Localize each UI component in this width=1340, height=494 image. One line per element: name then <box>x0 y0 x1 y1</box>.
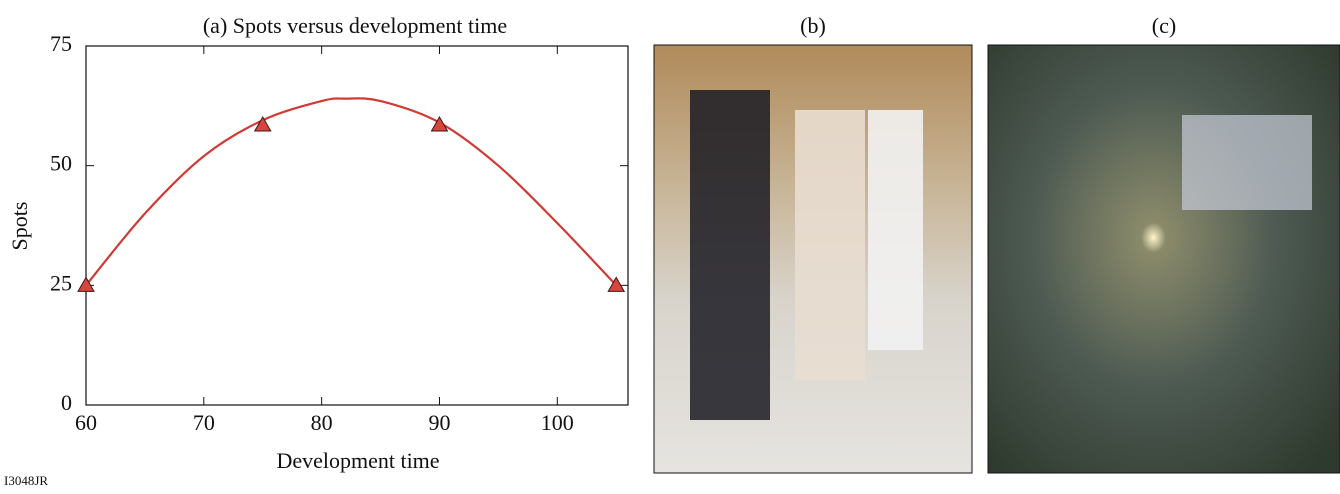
x-tick-label: 60 <box>75 410 97 435</box>
x-tick-label: 90 <box>428 410 450 435</box>
figure-id: I3048JR <box>4 473 48 488</box>
x-tick-label: 80 <box>311 410 333 435</box>
fit-line <box>86 98 616 285</box>
panel-label: (b) <box>800 13 826 38</box>
photo-screen <box>1182 115 1312 210</box>
x-tick-label: 70 <box>193 410 215 435</box>
y-tick-label: 25 <box>50 270 72 295</box>
y-tick-label: 75 <box>50 31 72 56</box>
figure: (a) Spots versus development time Develo… <box>0 0 1340 489</box>
photo-figure <box>690 90 770 420</box>
chart-title: (a) Spots versus development time <box>203 13 507 38</box>
photo-figure <box>868 110 923 350</box>
photo <box>988 45 1340 473</box>
photo-figure <box>795 110 865 380</box>
y-tick-label: 50 <box>50 151 72 176</box>
y-axis-label: Spots <box>7 202 32 251</box>
panel-label: (c) <box>1152 13 1176 38</box>
plot-frame <box>86 46 628 405</box>
x-tick-label: 100 <box>541 410 574 435</box>
y-tick-label: 0 <box>61 390 72 415</box>
x-axis-label: Development time <box>276 448 439 473</box>
